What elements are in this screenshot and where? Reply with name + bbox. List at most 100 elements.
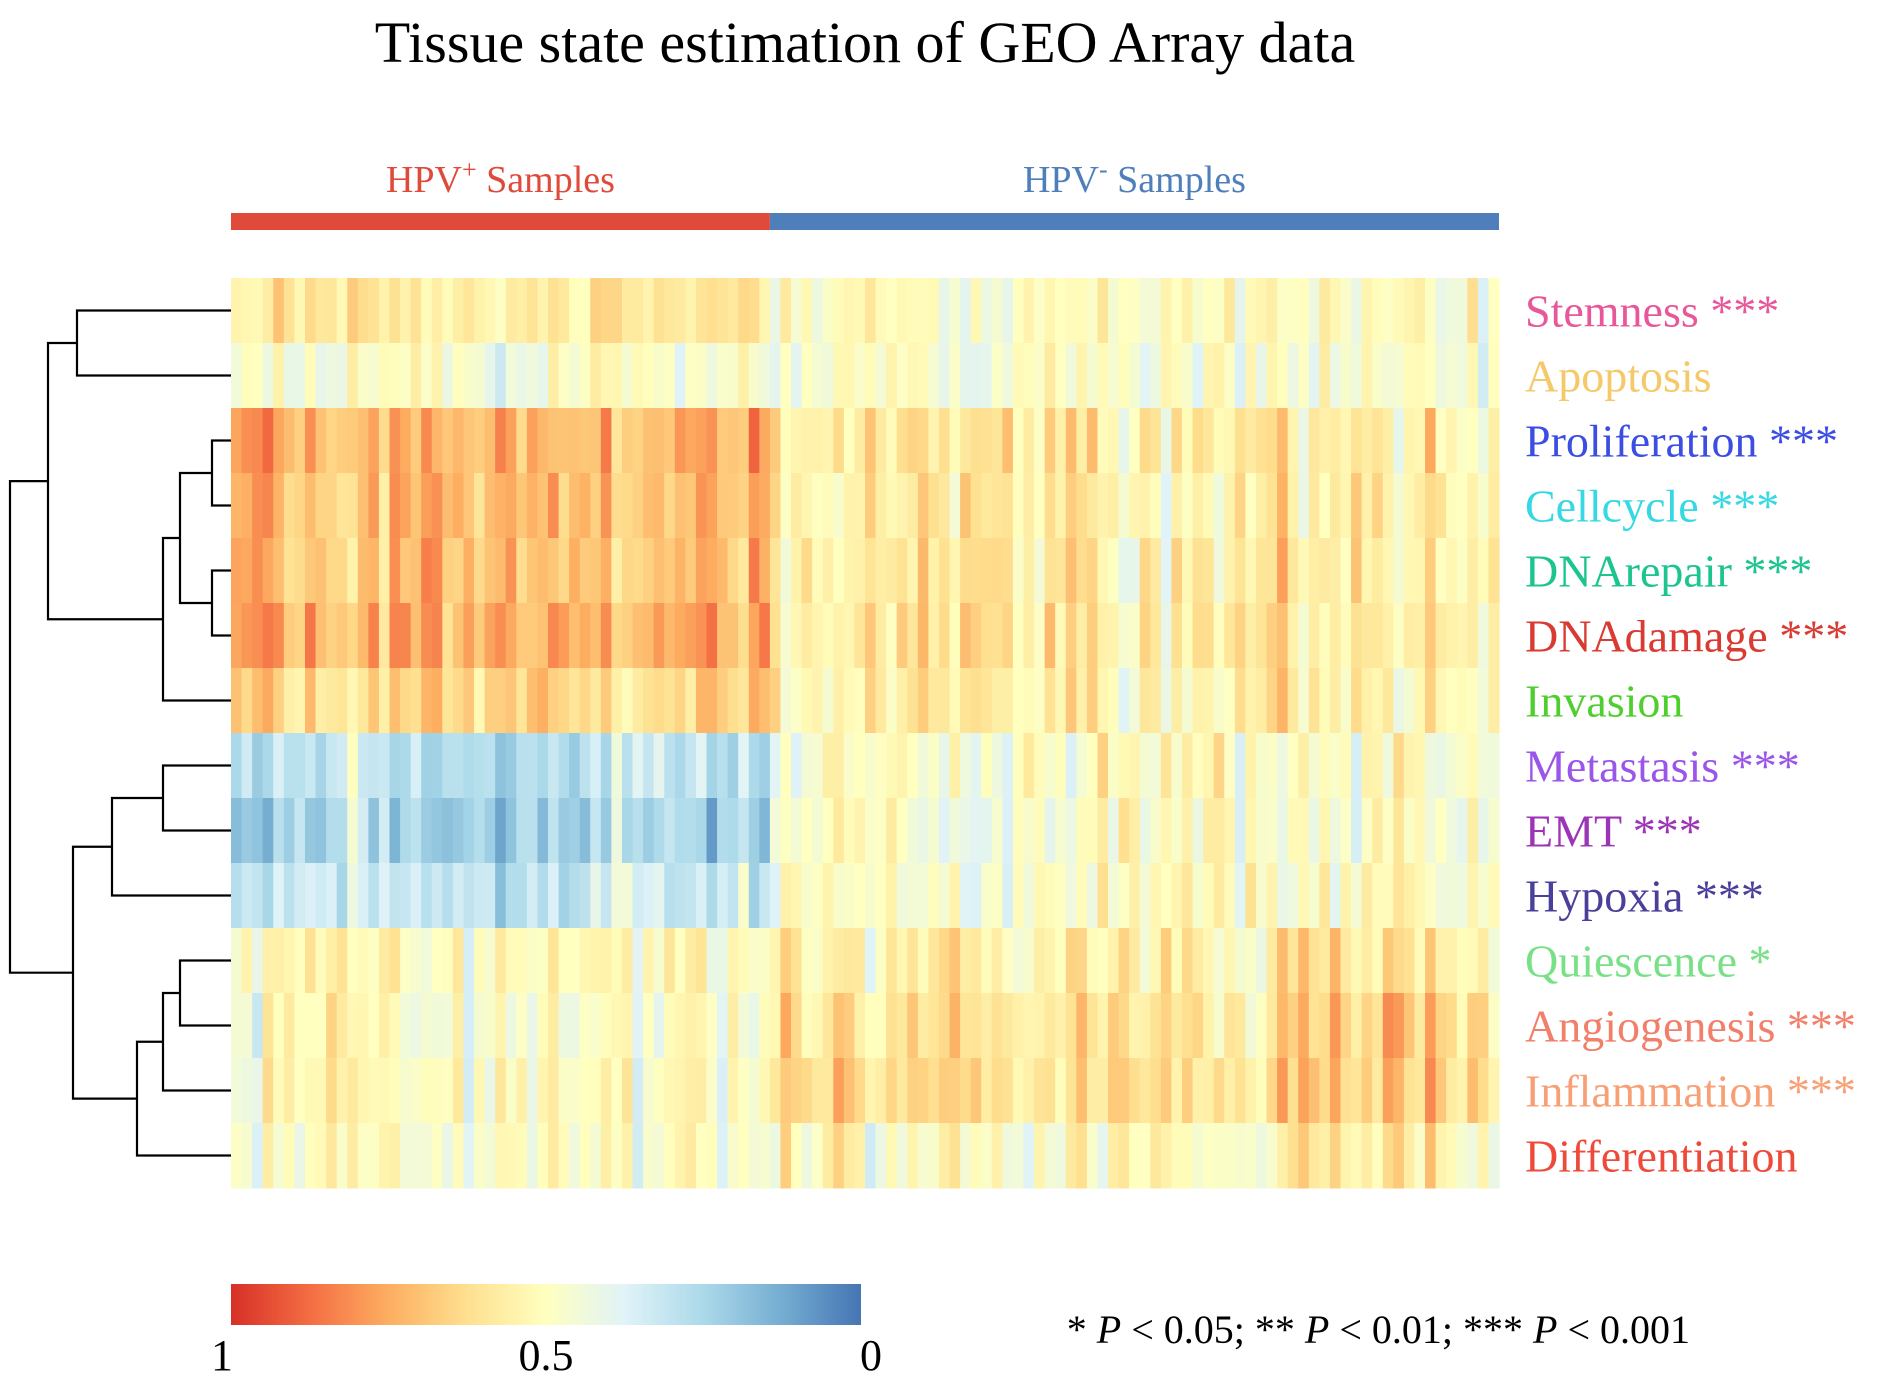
heatmap-cell bbox=[537, 798, 549, 864]
heatmap-cell bbox=[991, 278, 1003, 344]
heatmap-cell bbox=[685, 343, 697, 409]
heatmap-cell bbox=[463, 278, 475, 344]
heatmap-cell bbox=[231, 408, 243, 474]
heatmap-cell bbox=[981, 343, 993, 409]
heatmap-cell bbox=[907, 603, 919, 669]
heatmap-cell bbox=[1277, 733, 1289, 799]
heatmap-cell bbox=[1403, 668, 1416, 734]
heatmap-cell bbox=[769, 343, 782, 409]
heatmap-cell bbox=[1150, 408, 1162, 474]
heatmap-cell bbox=[1319, 863, 1331, 929]
heatmap-cell bbox=[854, 343, 866, 409]
heatmap-cell bbox=[791, 278, 803, 344]
heatmap-cell bbox=[1351, 993, 1363, 1059]
heatmap-cell bbox=[231, 1058, 243, 1124]
heatmap-cell bbox=[1467, 863, 1479, 929]
heatmap-cell bbox=[960, 343, 972, 409]
heatmap-cell bbox=[769, 668, 782, 734]
heatmap-cell bbox=[727, 538, 739, 604]
heatmap-cell bbox=[1477, 603, 1490, 669]
heatmap-cell bbox=[1319, 1123, 1331, 1189]
heatmap-cell bbox=[1488, 603, 1500, 669]
heatmap-cell bbox=[643, 408, 655, 474]
heatmap-cell bbox=[347, 603, 359, 669]
heatmap-cell bbox=[748, 668, 760, 734]
heatmap-cell bbox=[347, 863, 359, 929]
row-label: Metastasis *** bbox=[1525, 741, 1800, 792]
heatmap-cell bbox=[695, 668, 708, 734]
heatmap-cell bbox=[1002, 668, 1014, 734]
heatmap-cell bbox=[1034, 408, 1046, 474]
heatmap-cell bbox=[938, 863, 951, 929]
heatmap-cell bbox=[526, 668, 539, 734]
heatmap-cell bbox=[695, 993, 708, 1059]
heatmap-cell bbox=[643, 538, 655, 604]
heatmap-cell bbox=[421, 798, 433, 864]
heatmap-cell bbox=[664, 278, 676, 344]
heatmap-cell bbox=[621, 538, 634, 604]
heatmap-cell bbox=[1266, 863, 1278, 929]
heatmap-cell bbox=[907, 1058, 919, 1124]
heatmap-cell bbox=[1160, 278, 1173, 344]
heatmap-cell bbox=[907, 473, 919, 539]
heatmap-cell bbox=[865, 408, 877, 474]
heatmap-cell bbox=[1477, 993, 1490, 1059]
heatmap-cell bbox=[960, 993, 972, 1059]
heatmap-cell bbox=[759, 928, 771, 994]
heatmap-cell bbox=[727, 278, 739, 344]
heatmap-cell bbox=[1150, 993, 1162, 1059]
heatmap-cell bbox=[928, 408, 940, 474]
heatmap-cell bbox=[632, 1123, 644, 1189]
heatmap-cell bbox=[474, 733, 486, 799]
heatmap-cell bbox=[1245, 928, 1257, 994]
heatmap-cell bbox=[938, 408, 951, 474]
heatmap-cell bbox=[1097, 863, 1109, 929]
heatmap-cell bbox=[1108, 408, 1120, 474]
heatmap-cell bbox=[1065, 603, 1077, 669]
heatmap-cell bbox=[801, 798, 813, 864]
heatmap-cell bbox=[1044, 798, 1056, 864]
heatmap-cell bbox=[1118, 538, 1130, 604]
heatmap-cell bbox=[1097, 343, 1109, 409]
heatmap-cell bbox=[569, 863, 581, 929]
heatmap-cell bbox=[1393, 1058, 1405, 1124]
heatmap-cell bbox=[410, 538, 422, 604]
heatmap-cell bbox=[727, 863, 739, 929]
heatmap-cell bbox=[326, 343, 338, 409]
heatmap-cell bbox=[970, 668, 982, 734]
heatmap-cell bbox=[1213, 863, 1225, 929]
heatmap-cell bbox=[1446, 1123, 1458, 1189]
heatmap-cell bbox=[843, 993, 856, 1059]
heatmap-cell bbox=[843, 733, 856, 799]
heatmap-cell bbox=[769, 603, 782, 669]
heatmap-cell bbox=[632, 538, 644, 604]
heatmap-cell bbox=[917, 278, 929, 344]
heatmap-cell bbox=[1277, 278, 1289, 344]
heatmap-cell bbox=[484, 863, 496, 929]
heatmap-cell bbox=[389, 538, 401, 604]
heatmap-cell bbox=[378, 733, 391, 799]
heatmap-cell bbox=[590, 1123, 602, 1189]
heatmap-cell bbox=[928, 733, 940, 799]
heatmap-cell bbox=[315, 603, 327, 669]
heatmap-cell bbox=[283, 993, 295, 1059]
heatmap-cell bbox=[1097, 278, 1109, 344]
heatmap-cell bbox=[452, 1123, 465, 1189]
heatmap-cell bbox=[368, 863, 380, 929]
heatmap-cell bbox=[1361, 733, 1373, 799]
heatmap-cell bbox=[431, 668, 443, 734]
heatmap-cell bbox=[1192, 343, 1204, 409]
row-label: DNArepair *** bbox=[1525, 546, 1812, 597]
heatmap-cell bbox=[537, 928, 549, 994]
dendrogram-branch bbox=[178, 471, 212, 605]
heatmap-cell bbox=[812, 1058, 824, 1124]
heatmap-cell bbox=[1245, 343, 1257, 409]
heatmap-cell bbox=[1403, 473, 1416, 539]
heatmap-cell bbox=[643, 798, 655, 864]
heatmap-cell bbox=[664, 668, 676, 734]
heatmap-cell bbox=[1150, 733, 1162, 799]
heatmap-cell bbox=[452, 733, 465, 799]
heatmap-cell bbox=[1108, 538, 1120, 604]
heatmap-cell bbox=[1393, 278, 1405, 344]
heatmap-cell bbox=[1403, 408, 1416, 474]
